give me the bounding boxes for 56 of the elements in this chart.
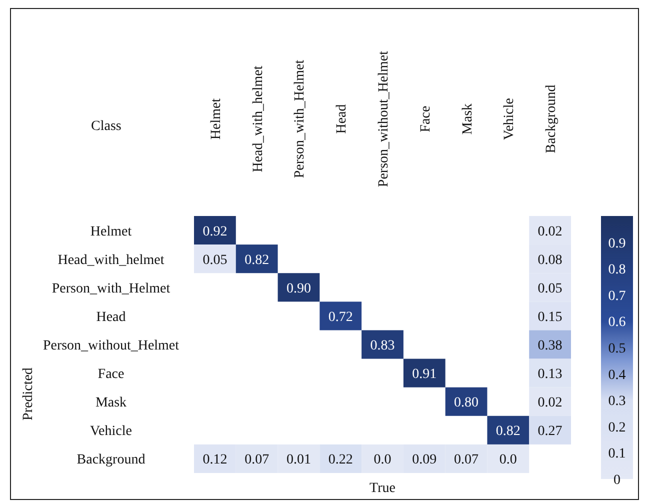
data-label: 0.02 — [538, 396, 562, 411]
color-bar-label: 0.4 — [608, 368, 626, 383]
data-label: 0.09 — [412, 452, 437, 468]
color-bar-label: 0.5 — [608, 342, 626, 356]
x-tick-label: Face — [418, 106, 434, 132]
y-tick-label: Head_with_helmet — [58, 252, 164, 268]
y-tick-label: Mask — [95, 396, 127, 411]
data-label: 0.82 — [496, 424, 520, 440]
data-label: 0.01 — [286, 452, 311, 468]
color-bar-label: 0.2 — [608, 420, 626, 436]
data-label: 0.22 — [328, 452, 353, 468]
y-tick-label: Person_without_Helmet — [42, 338, 180, 354]
data-label: 0.05 — [538, 281, 562, 296]
data-label: 0.92 — [202, 224, 228, 240]
data-label: 0.90 — [286, 281, 311, 296]
data-label: 0.13 — [538, 367, 562, 382]
data-label: 0.38 — [538, 338, 562, 354]
color-bar-label: 0 — [614, 473, 620, 488]
x-tick-label: Helmet — [208, 98, 224, 140]
y-tick-label: Background — [76, 452, 146, 468]
color-bar-label: 0.1 — [608, 446, 626, 462]
color-bar-label: 0.9 — [608, 236, 626, 252]
data-label: 0.0 — [499, 452, 517, 468]
y-tick-label: Face — [98, 367, 124, 382]
data-label: 0.91 — [412, 367, 437, 382]
color-bar-label: 0.8 — [608, 262, 626, 278]
color-bar-label: 0.3 — [608, 394, 626, 410]
x-tick-label: Head_with_helmet — [250, 66, 266, 172]
data-label: 0.12 — [202, 452, 228, 468]
y-tick-label: Head — [96, 310, 126, 325]
data-label: 0.72 — [328, 310, 353, 325]
y-tick-label: Person_with_Helmet — [52, 281, 170, 296]
x-tick-label: Background — [544, 84, 560, 154]
data-label: 0.07 — [244, 452, 270, 468]
data-label: 0.27 — [538, 424, 562, 440]
y-tick-label: Vehicle — [90, 424, 132, 440]
x-tick-label: Head — [334, 104, 350, 134]
y-axis-title: Predicted — [21, 368, 37, 420]
color-bar-label: 0.7 — [608, 288, 626, 304]
data-label: 0.07 — [454, 452, 479, 468]
x-tick-label: Person_with_Helmet — [292, 60, 308, 178]
data-label: 0.15 — [538, 310, 562, 325]
data-label: 0.82 — [244, 252, 270, 268]
data-label: 0.05 — [202, 252, 228, 268]
y-tick-label: Helmet — [90, 224, 132, 240]
x-tick-label: Person_without_Helmet — [376, 50, 392, 188]
text: Class — [91, 119, 122, 135]
data-label: 0.83 — [370, 338, 395, 354]
color-bar-label: 0.6 — [608, 315, 626, 330]
data-label: 0.0 — [374, 452, 392, 468]
data-label: 0.08 — [538, 252, 562, 268]
data-label: 0.02 — [538, 224, 562, 240]
data-label: 0.80 — [454, 396, 479, 411]
x-axis-title: True — [368, 481, 396, 497]
x-tick-label: Vehicle — [502, 98, 518, 140]
x-tick-label: Mask — [460, 103, 476, 135]
